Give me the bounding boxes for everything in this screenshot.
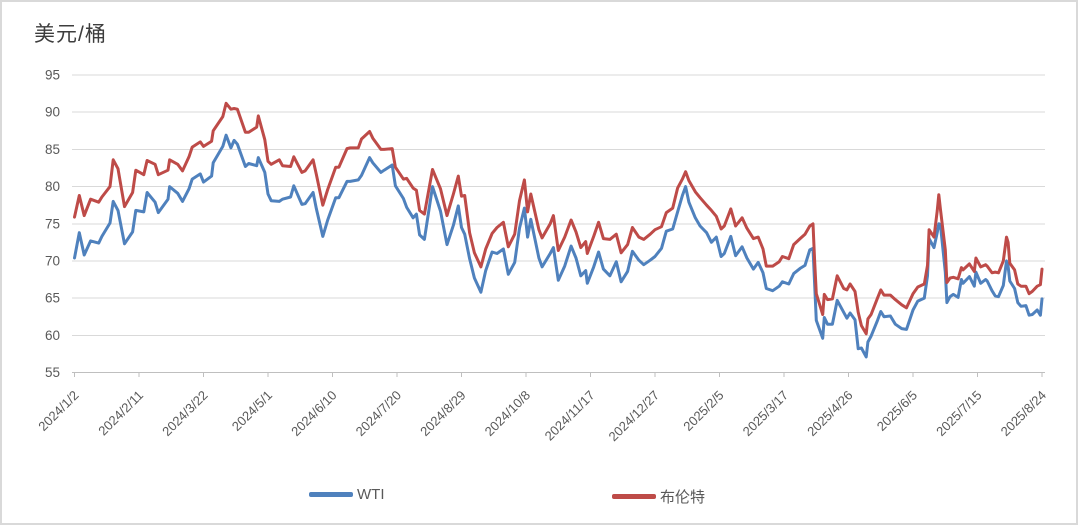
brent-line-swatch [612,494,656,499]
y-tick-label-75: 75 [45,216,60,231]
x-tick-label-5: 2024/7/20 [353,388,405,440]
x-tick-label-12: 2025/4/26 [804,388,856,440]
x-tick-label-11: 2025/3/17 [740,388,792,440]
y-tick-label-65: 65 [45,291,60,306]
legend-item-brent[interactable]: 布伦特 [612,486,705,507]
x-tick-label-8: 2024/11/17 [542,388,598,444]
x-tick-label-7: 2024/10/8 [482,388,534,440]
y-tick-label-80: 80 [45,179,60,194]
x-tick-label-1: 2024/2/11 [95,388,146,439]
y-tick-label-55: 55 [45,365,60,380]
x-tick-label-15: 2025/8/24 [998,388,1050,440]
y-axis-unit-title: 美元/桶 [34,23,107,46]
x-tick-label-10: 2025/2/5 [680,388,726,434]
y-tick-label-85: 85 [45,142,60,157]
x-tick-label-3: 2024/5/1 [229,388,275,434]
x-tick-label-4: 2024/6/10 [288,388,340,440]
x-tick-label-9: 2024/12/27 [605,388,662,445]
y-tick-label-90: 90 [45,105,60,120]
x-tick-label-6: 2024/8/29 [417,388,469,440]
legend-label-brent: 布伦特 [660,489,706,506]
y-tick-label-95: 95 [45,68,60,83]
x-tick-label-13: 2025/6/5 [874,388,920,434]
x-tick-label-2: 2024/3/22 [159,388,211,440]
legend-label-wti: WTI [357,486,385,503]
y-tick-label-70: 70 [45,253,60,268]
wti-line-swatch [309,492,353,497]
x-tick-label-0: 2024/1/2 [35,388,81,434]
y-tick-label-60: 60 [45,328,60,343]
x-tick-label-14: 2025/7/15 [933,388,985,440]
legend-item-wti[interactable]: WTI [309,486,385,503]
series-line-brent [73,101,1044,336]
